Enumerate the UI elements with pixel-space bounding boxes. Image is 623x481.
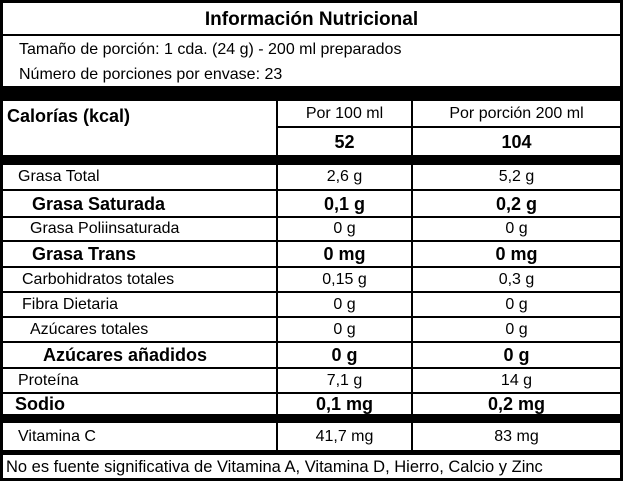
nutrient-row: Carbohidratos totales 0,15 g 0,3 g (3, 268, 620, 291)
nutrient-name: Azúcares totales (30, 320, 149, 338)
footer-box: No es fuente significativa de Vitamina A… (3, 455, 620, 478)
calories-col2-value: 104 (501, 131, 532, 152)
per-100ml-value: 0 g (333, 220, 356, 237)
calories-col1-header-cell: Por 100 ml (278, 101, 411, 126)
calories-col2-header-cell: Por porción 200 ml (413, 101, 620, 126)
nutrient-row: Grasa Total 2,6 g 5,2 g (3, 165, 620, 189)
nutrient-name-cell: Grasa Poliinsaturada (3, 218, 276, 240)
nutrient-row: Proteína 7,1 g 14 g (3, 369, 620, 392)
per-100ml-value: 0 mg (323, 244, 366, 264)
per-serving-cell: 5,2 g (413, 165, 620, 189)
per-100ml-cell: 0,1 mg (278, 394, 411, 414)
per-serving-value: 0 mg (495, 244, 538, 264)
nutrient-name-cell: Vitamina C (3, 423, 276, 450)
per-100ml-value: 0 g (333, 320, 356, 338)
per-100ml-value: 0,1 g (323, 193, 366, 214)
per-serving-cell: 0,2 mg (413, 394, 620, 414)
per-100ml-cell: 0,1 g (278, 191, 411, 216)
nutrient-row: Vitamina C 41,7 mg 83 mg (3, 423, 620, 450)
per-100ml-value: 41,7 mg (315, 427, 374, 445)
per-serving-cell: 0 mg (413, 242, 620, 266)
title-box: Información Nutricional (3, 3, 620, 34)
nutrient-name-cell: Grasa Total (3, 165, 276, 189)
per-100ml-cell: 0 g (278, 343, 411, 367)
per-serving-cell: 0 g (413, 293, 620, 316)
per-100ml-value: 7,1 g (326, 371, 363, 389)
nutrient-row: Azúcares totales 0 g 0 g (3, 318, 620, 341)
col2-header: Por porción 200 ml (449, 104, 584, 122)
per-serving-value: 14 g (500, 371, 533, 389)
per-100ml-value: 0 g (333, 295, 356, 313)
per-serving-cell: 0 g (413, 218, 620, 240)
per-100ml-cell: 0,15 g (278, 268, 411, 291)
per-serving-value: 0,2 g (495, 193, 538, 214)
nutrient-name: Fibra Dietaria (22, 295, 119, 313)
per-100ml-cell: 0 g (278, 318, 411, 341)
nutrient-name-cell: Azúcares totales (3, 318, 276, 341)
nutrient-row: Grasa Saturada 0,1 g 0,2 g (3, 191, 620, 216)
per-100ml-cell: 2,6 g (278, 165, 411, 189)
calories-col2-value-cell: 104 (413, 128, 620, 155)
per-100ml-cell: 0 g (278, 293, 411, 316)
nutrient-name: Carbohidratos totales (22, 270, 175, 288)
nutrient-name: Proteína (18, 371, 79, 389)
per-serving-cell: 0 g (413, 343, 620, 367)
per-serving-value: 0 g (505, 220, 528, 237)
footer-note: No es fuente significativa de Vitamina A… (6, 458, 543, 476)
nutrient-row: Grasa Poliinsaturada 0 g 0 g (3, 218, 620, 240)
serving-box: Tamaño de porción: 1 cda. (24 g) - 200 m… (3, 36, 620, 86)
nutrient-name: Azúcares añadidos (43, 345, 208, 365)
col1-header: Por 100 ml (305, 104, 384, 122)
per-serving-value: 0,3 g (498, 270, 535, 288)
nutrient-name: Grasa Total (18, 168, 100, 185)
nutrient-name: Grasa Saturada (32, 193, 166, 214)
nutrient-row: Grasa Trans 0 mg 0 mg (3, 242, 620, 266)
serving-size: Tamaño de porción: 1 cda. (24 g) - 200 m… (19, 41, 402, 58)
per-100ml-cell: 7,1 g (278, 369, 411, 392)
servings-per-container: Número de porciones por envase: 23 (19, 66, 283, 83)
per-serving-cell: 0,3 g (413, 268, 620, 291)
per-serving-value: 0,2 mg (487, 394, 546, 414)
nutrient-name: Vitamina C (18, 427, 96, 445)
per-100ml-value: 0,1 mg (315, 394, 374, 414)
nutrient-name: Grasa Poliinsaturada (30, 220, 180, 237)
calories-label-cell: Calorías (kcal) (3, 101, 276, 155)
per-serving-value: 83 mg (494, 427, 539, 445)
calories-col1-value-cell: 52 (278, 128, 411, 155)
nutrient-name: Sodio (15, 394, 65, 414)
nutrient-name-cell: Sodio (3, 394, 276, 414)
nutrient-row: Fibra Dietaria 0 g 0 g (3, 293, 620, 316)
per-100ml-cell: 0 mg (278, 242, 411, 266)
per-100ml-value: 0 g (331, 345, 358, 365)
per-serving-value: 5,2 g (498, 168, 535, 185)
per-serving-cell: 14 g (413, 369, 620, 392)
calories-label: Calorías (kcal) (7, 106, 131, 126)
per-serving-cell: 0 g (413, 318, 620, 341)
per-serving-value: 0 g (505, 295, 528, 313)
nutrient-name-cell: Grasa Trans (3, 242, 276, 266)
per-serving-value: 0 g (505, 320, 528, 338)
nutrient-name-cell: Grasa Saturada (3, 191, 276, 216)
nutrient-name-cell: Azúcares añadidos (3, 343, 276, 367)
nutrient-row: Azúcares añadidos 0 g 0 g (3, 343, 620, 367)
nutrient-name-cell: Fibra Dietaria (3, 293, 276, 316)
calories-col1-value: 52 (334, 131, 355, 152)
per-100ml-cell: 0 g (278, 218, 411, 240)
title: Información Nutricional (204, 9, 419, 30)
per-100ml-cell: 41,7 mg (278, 423, 411, 450)
nutrient-row: Sodio 0,1 mg 0,2 mg (3, 394, 620, 414)
per-serving-value: 0 g (503, 345, 530, 365)
nutrient-name-cell: Proteína (3, 369, 276, 392)
per-100ml-value: 2,6 g (326, 168, 363, 185)
per-serving-cell: 83 mg (413, 423, 620, 450)
per-100ml-value: 0,15 g (322, 270, 367, 288)
per-serving-cell: 0,2 g (413, 191, 620, 216)
nutrient-name: Grasa Trans (32, 244, 137, 264)
nutrient-name-cell: Carbohidratos totales (3, 268, 276, 291)
